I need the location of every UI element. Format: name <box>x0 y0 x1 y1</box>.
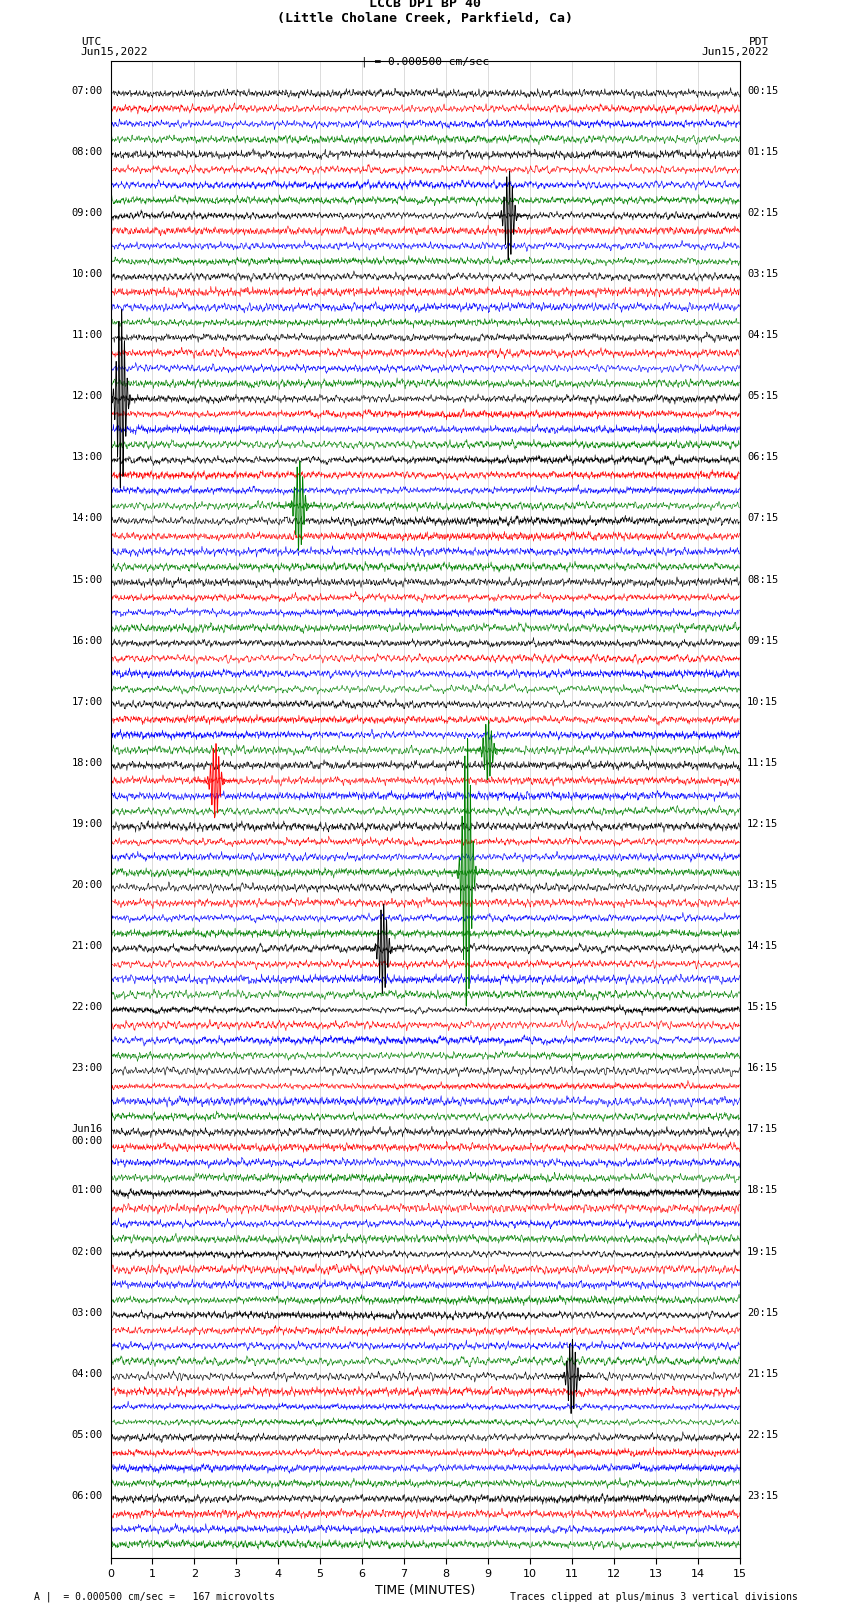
Text: 02:15: 02:15 <box>747 208 779 218</box>
Text: 16:15: 16:15 <box>747 1063 779 1073</box>
Text: 06:15: 06:15 <box>747 452 779 463</box>
Text: UTC: UTC <box>81 37 101 47</box>
Text: 23:15: 23:15 <box>747 1490 779 1502</box>
Text: 18:00: 18:00 <box>71 758 103 768</box>
Text: 20:00: 20:00 <box>71 881 103 890</box>
Text: 06:00: 06:00 <box>71 1490 103 1502</box>
Text: 10:15: 10:15 <box>747 697 779 706</box>
Text: 05:15: 05:15 <box>747 392 779 402</box>
Text: 11:00: 11:00 <box>71 331 103 340</box>
Text: 02:00: 02:00 <box>71 1247 103 1257</box>
Text: 09:15: 09:15 <box>747 636 779 645</box>
Text: 00:15: 00:15 <box>747 85 779 95</box>
Text: 08:00: 08:00 <box>71 147 103 156</box>
Text: Jun15,2022: Jun15,2022 <box>702 47 769 56</box>
Text: Jun15,2022: Jun15,2022 <box>81 47 148 56</box>
Text: 19:00: 19:00 <box>71 819 103 829</box>
Text: 09:00: 09:00 <box>71 208 103 218</box>
Text: 22:00: 22:00 <box>71 1002 103 1013</box>
Text: 21:15: 21:15 <box>747 1369 779 1379</box>
Text: 05:00: 05:00 <box>71 1429 103 1440</box>
Text: 12:00: 12:00 <box>71 392 103 402</box>
Text: 12:15: 12:15 <box>747 819 779 829</box>
Text: 11:15: 11:15 <box>747 758 779 768</box>
Text: 16:00: 16:00 <box>71 636 103 645</box>
Text: 18:15: 18:15 <box>747 1186 779 1195</box>
Text: 01:00: 01:00 <box>71 1186 103 1195</box>
X-axis label: TIME (MINUTES): TIME (MINUTES) <box>375 1584 475 1597</box>
Text: 03:00: 03:00 <box>71 1308 103 1318</box>
Text: 07:15: 07:15 <box>747 513 779 523</box>
Text: 15:00: 15:00 <box>71 574 103 584</box>
Text: 08:15: 08:15 <box>747 574 779 584</box>
Text: 13:15: 13:15 <box>747 881 779 890</box>
Text: 23:00: 23:00 <box>71 1063 103 1073</box>
Text: 20:15: 20:15 <box>747 1308 779 1318</box>
Text: 04:15: 04:15 <box>747 331 779 340</box>
Text: 17:15: 17:15 <box>747 1124 779 1134</box>
Text: Jun16
00:00: Jun16 00:00 <box>71 1124 103 1145</box>
Text: 22:15: 22:15 <box>747 1429 779 1440</box>
Text: 21:00: 21:00 <box>71 940 103 952</box>
Text: 14:00: 14:00 <box>71 513 103 523</box>
Text: 01:15: 01:15 <box>747 147 779 156</box>
Text: | = 0.000500 cm/sec: | = 0.000500 cm/sec <box>361 56 489 68</box>
Text: 13:00: 13:00 <box>71 452 103 463</box>
Text: PDT: PDT <box>749 37 769 47</box>
Text: 15:15: 15:15 <box>747 1002 779 1013</box>
Text: 07:00: 07:00 <box>71 85 103 95</box>
Text: 14:15: 14:15 <box>747 940 779 952</box>
Text: Traces clipped at plus/minus 3 vertical divisions: Traces clipped at plus/minus 3 vertical … <box>510 1592 798 1602</box>
Text: A |  = 0.000500 cm/sec =   167 microvolts: A | = 0.000500 cm/sec = 167 microvolts <box>34 1590 275 1602</box>
Text: 10:00: 10:00 <box>71 269 103 279</box>
Text: 03:15: 03:15 <box>747 269 779 279</box>
Text: 17:00: 17:00 <box>71 697 103 706</box>
Text: 19:15: 19:15 <box>747 1247 779 1257</box>
Title: LCCB DP1 BP 40
(Little Cholane Creek, Parkfield, Ca): LCCB DP1 BP 40 (Little Cholane Creek, Pa… <box>277 0 573 26</box>
Text: 04:00: 04:00 <box>71 1369 103 1379</box>
